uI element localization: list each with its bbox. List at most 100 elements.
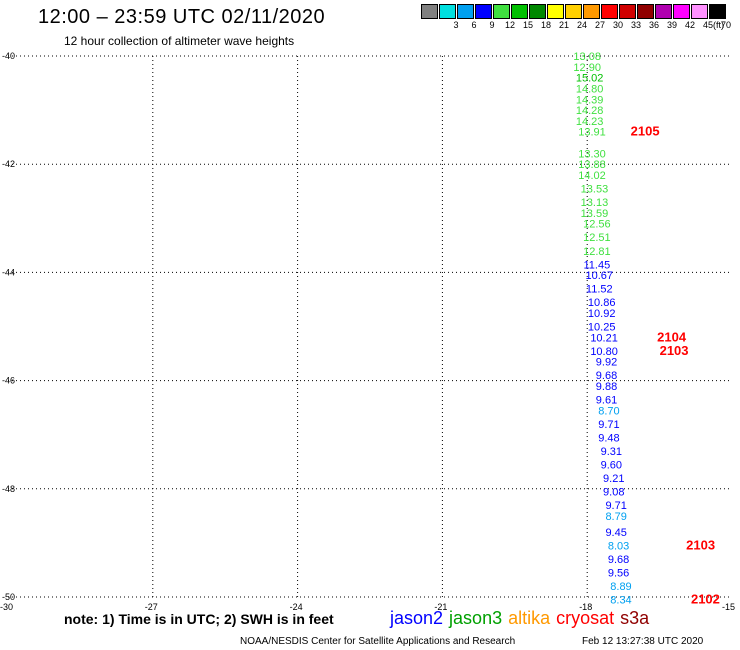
swh-point-label: 9.88 — [596, 381, 617, 393]
y-tick-label: -44 — [2, 267, 15, 277]
swh-point-label: 8.34 — [610, 595, 631, 607]
y-tick-label: -48 — [2, 484, 15, 494]
swh-point-label: 9.61 — [596, 395, 617, 407]
legend-swatch — [493, 4, 510, 19]
x-tick-label: -18 — [579, 602, 592, 612]
swh-point-label: 15.02 — [576, 73, 604, 85]
swh-point-label: 8.03 — [608, 541, 629, 553]
x-tick-label: -30 — [0, 602, 13, 612]
x-tick-label: -15 — [722, 602, 735, 612]
page-title: 12:00 – 23:59 UTC 02/11/2020 — [38, 6, 326, 28]
legend-swatch-label: 33 — [630, 20, 641, 30]
swh-point-label: 10.92 — [588, 308, 616, 320]
legend-swatch-label: 39 — [666, 20, 677, 30]
legend-swatch-label: 27 — [594, 20, 605, 30]
time-label: 2103 — [660, 343, 689, 358]
satellite-name-cryosat: cryosat — [556, 608, 615, 628]
legend-swatch — [655, 4, 672, 19]
x-tick-label: -27 — [145, 602, 158, 612]
swh-point-label: 12.81 — [583, 246, 611, 258]
swh-point-label: 9.08 — [603, 487, 624, 499]
units-note: note: 1) Time is in UTC; 2) SWH is in fe… — [64, 611, 334, 627]
legend-swatch — [421, 4, 438, 19]
time-label: 2103 — [686, 538, 715, 553]
swh-point-label: 14.23 — [576, 116, 604, 128]
satellite-name-jason3: jason3 — [449, 608, 503, 628]
swh-point-label: 9.68 — [608, 554, 629, 566]
legend-swatch — [619, 4, 636, 19]
swh-point-label: 13.13 — [581, 197, 609, 209]
legend-swatch — [475, 4, 492, 19]
satellite-name-s3a: s3a — [620, 608, 650, 628]
legend-swatch — [457, 4, 474, 19]
legend-swatch — [511, 4, 528, 19]
time-label: 2102 — [691, 592, 720, 607]
swh-point-label: 11.52 — [586, 284, 613, 296]
legend-swatch-label: 45 — [702, 20, 713, 30]
swh-point-label: 14.28 — [576, 105, 604, 117]
swh-point-label: 10.21 — [590, 332, 618, 344]
legend-swatch-label: 24 — [576, 20, 587, 30]
swh-point-label: 13.53 — [581, 184, 609, 196]
legend-swatch — [709, 4, 726, 19]
swh-point-label: 9.68 — [596, 370, 617, 382]
y-tick-label: -50 — [2, 592, 15, 602]
swh-point-label: 13.91 — [578, 127, 606, 139]
x-tick-label: -24 — [290, 602, 303, 612]
legend-swatch-label: 15 — [522, 20, 533, 30]
swh-point-label: 10.25 — [588, 322, 616, 334]
legend-swatch — [547, 4, 564, 19]
legend-swatch-label: 36 — [648, 20, 659, 30]
legend-swatch-label: 70 — [720, 20, 731, 30]
legend-swatch — [601, 4, 618, 19]
swh-point-label: 12.51 — [583, 232, 611, 244]
swh-point-label: 13.08 — [573, 51, 601, 63]
swh-point-label: 9.21 — [603, 473, 624, 485]
swh-point-label: 8.79 — [605, 511, 626, 523]
swh-point-label: 14.80 — [576, 83, 604, 95]
swh-point-label: 8.70 — [598, 405, 619, 417]
swh-point-label: 9.45 — [605, 527, 626, 539]
legend-unit: (ft) — [713, 20, 724, 30]
timestamp-text: Feb 12 13:27:38 UTC 2020 — [582, 636, 704, 647]
time-label: 2104 — [657, 329, 687, 344]
swh-point-label: 12.56 — [583, 219, 611, 231]
satellite-name-jason2: jason2 — [390, 608, 444, 628]
swh-point-label: 9.60 — [601, 459, 622, 471]
legend-swatch-label: 12 — [504, 20, 515, 30]
legend-swatch — [673, 4, 690, 19]
swh-point-label: 14.39 — [576, 94, 604, 106]
swh-point-label: 9.71 — [598, 419, 619, 431]
y-tick-label: -46 — [2, 376, 15, 386]
legend-swatch — [691, 4, 708, 19]
legend-swatch — [583, 4, 600, 19]
swh-point-label: 10.67 — [586, 270, 614, 282]
page-subtitle: 12 hour collection of altimeter wave hei… — [64, 34, 295, 48]
swh-point-label: 9.71 — [605, 500, 626, 512]
swh-point-label: 9.48 — [598, 432, 619, 444]
satellite-legend: jason2 jason3 altika cryosat s3a — [390, 608, 655, 629]
swh-point-label: 10.86 — [588, 297, 616, 309]
satellite-name-altika: altika — [508, 608, 551, 628]
swh-point-label: 14.02 — [578, 170, 606, 182]
legend-swatch-label: 30 — [612, 20, 623, 30]
x-tick-label: -21 — [434, 602, 447, 612]
credit-text: NOAA/NESDIS Center for Satellite Applica… — [240, 636, 516, 647]
time-label: 2105 — [631, 124, 660, 139]
legend-swatch-label: 42 — [684, 20, 695, 30]
swh-point-label: 12.90 — [573, 62, 601, 74]
legend-swatch — [565, 4, 582, 19]
swh-point-label: 13.59 — [581, 208, 609, 220]
swh-point-label: 13.30 — [578, 148, 606, 160]
swh-point-label: 9.31 — [601, 446, 622, 458]
y-tick-label: -40 — [2, 51, 15, 61]
swh-point-label: 9.92 — [596, 357, 617, 369]
legend-swatch — [529, 4, 546, 19]
swh-point-label: 10.80 — [590, 346, 618, 358]
legend-swatch — [637, 4, 654, 19]
color-scale-legend: (ft) 3 6 9 12 15 18 21 24 27 30 33 36 39 42 45 70 — [421, 4, 731, 34]
swh-point-label: 13.88 — [578, 159, 606, 171]
legend-swatch — [439, 4, 456, 19]
swh-point-label: 9.56 — [608, 568, 629, 580]
